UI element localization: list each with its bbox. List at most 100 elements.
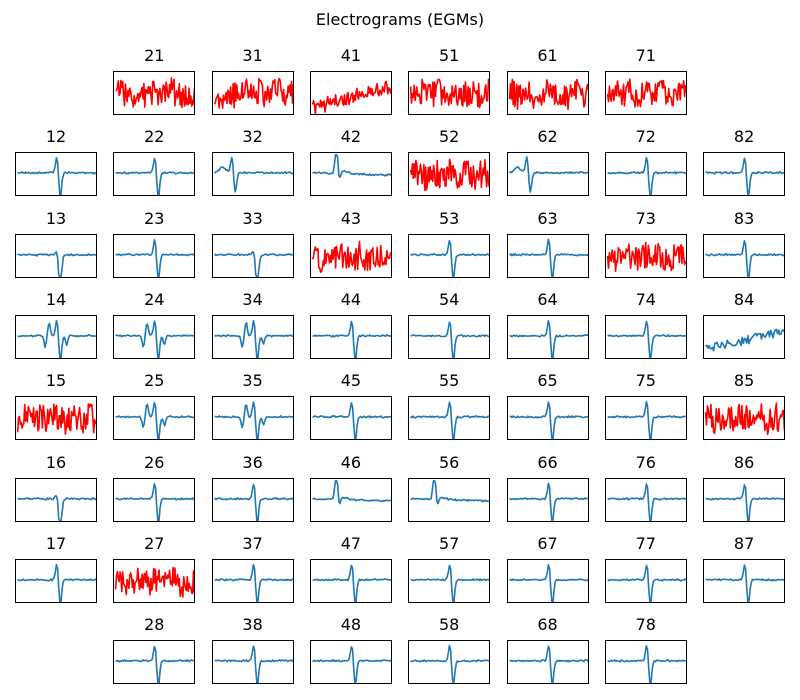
egm-panel-63 xyxy=(506,233,589,278)
egm-plot-77 xyxy=(607,564,686,602)
egm-plot-24 xyxy=(115,320,195,358)
egm-plot-38 xyxy=(214,645,293,684)
panel-label-17: 17 xyxy=(45,533,67,553)
egm-plot-12 xyxy=(17,157,96,196)
egm-panel-14 xyxy=(15,314,97,359)
egm-panel-44 xyxy=(309,314,392,359)
egm-panel-27 xyxy=(113,558,196,603)
egm-panel-38 xyxy=(211,640,294,685)
egm-plot-68 xyxy=(508,645,588,684)
egm-trace-55 xyxy=(410,401,490,440)
egm-plot-22 xyxy=(115,158,195,196)
egm-panel-55 xyxy=(408,396,491,441)
egm-panel-36 xyxy=(211,477,294,522)
egm-plot-23 xyxy=(115,238,195,277)
egm-panel-35 xyxy=(211,396,294,441)
panel-label-62: 62 xyxy=(537,127,558,147)
panel-label-75: 75 xyxy=(635,371,656,391)
egm-trace-77 xyxy=(607,564,686,602)
egm-panel-56 xyxy=(408,477,491,522)
panel-label-83: 83 xyxy=(733,208,755,228)
egm-trace-53 xyxy=(410,239,490,277)
egm-plot-85 xyxy=(704,402,785,436)
egm-panel-84 xyxy=(703,314,786,359)
egm-trace-43 xyxy=(311,240,391,273)
panel-label-41: 41 xyxy=(340,46,362,65)
egm-panel-72 xyxy=(604,152,687,197)
panel-label-78: 78 xyxy=(635,615,656,635)
egm-plot-87 xyxy=(705,564,785,602)
panel-label-26: 26 xyxy=(144,452,165,472)
egm-trace-68 xyxy=(508,645,588,684)
egm-panel-52 xyxy=(408,152,491,197)
egm-panel-85 xyxy=(703,396,786,441)
egm-trace-31 xyxy=(213,77,293,110)
panel-label-22: 22 xyxy=(144,127,165,147)
panel-label-85: 85 xyxy=(733,371,755,391)
panel-label-55: 55 xyxy=(439,371,460,391)
egm-trace-58 xyxy=(410,644,490,684)
egm-trace-25 xyxy=(115,402,195,440)
panel-label-14: 14 xyxy=(45,289,67,309)
egm-plot-73 xyxy=(606,241,686,272)
egm-plot-37 xyxy=(213,563,293,602)
egm-trace-64 xyxy=(508,319,588,358)
egm-panel-47 xyxy=(309,558,392,603)
egm-panel-22 xyxy=(113,152,196,197)
egm-plot-64 xyxy=(508,319,588,358)
egm-plot-55 xyxy=(410,401,490,440)
panel-label-43: 43 xyxy=(340,208,362,228)
egm-trace-75 xyxy=(607,401,686,440)
egm-plot-67 xyxy=(508,563,588,602)
egm-panel-82 xyxy=(703,152,786,197)
panel-label-24: 24 xyxy=(144,289,165,309)
egm-trace-65 xyxy=(508,401,588,440)
egm-panel-37 xyxy=(211,558,294,603)
egm-panel-67 xyxy=(506,558,589,603)
egm-plot-84 xyxy=(705,328,785,352)
egm-plot-28 xyxy=(115,646,195,684)
egm-trace-47 xyxy=(312,564,391,602)
egm-trace-45 xyxy=(312,402,391,440)
egm-plot-17 xyxy=(17,563,96,602)
panel-label-56: 56 xyxy=(439,452,460,472)
egm-plot-36 xyxy=(213,483,293,521)
egm-trace-66 xyxy=(508,482,588,521)
panel-label-23: 23 xyxy=(144,208,165,228)
egm-plot-75 xyxy=(607,401,686,440)
egm-trace-42 xyxy=(312,154,391,179)
egm-trace-38 xyxy=(214,645,293,684)
egm-trace-87 xyxy=(705,564,785,602)
egm-panel-78 xyxy=(604,640,687,685)
panel-label-35: 35 xyxy=(242,371,263,391)
egm-plot-44 xyxy=(312,320,391,358)
panel-label-46: 46 xyxy=(340,452,362,472)
egm-plot-65 xyxy=(508,401,588,440)
egm-trace-57 xyxy=(410,564,490,602)
panel-label-34: 34 xyxy=(242,289,263,309)
egm-panel-76 xyxy=(604,477,687,522)
panel-label-37: 37 xyxy=(242,533,263,553)
egm-panel-61 xyxy=(506,71,589,115)
egm-plot-25 xyxy=(115,402,195,440)
egm-trace-17 xyxy=(17,563,96,602)
panel-label-25: 25 xyxy=(144,371,165,391)
panel-label-45: 45 xyxy=(340,371,362,391)
egm-trace-54 xyxy=(410,321,490,358)
egm-plot-16 xyxy=(17,494,96,521)
panel-label-68: 68 xyxy=(537,615,558,635)
egm-panel-16 xyxy=(15,477,97,522)
egm-plot-32 xyxy=(213,156,293,193)
egm-trace-62 xyxy=(508,156,588,194)
egm-panel-86 xyxy=(703,477,786,522)
egm-trace-21 xyxy=(115,77,195,109)
panel-label-32: 32 xyxy=(242,127,263,147)
egm-plot-46 xyxy=(311,479,391,504)
egm-trace-33 xyxy=(213,250,293,277)
panel-label-66: 66 xyxy=(537,452,558,472)
panel-label-28: 28 xyxy=(144,615,165,635)
egm-plot-66 xyxy=(508,482,588,521)
egm-trace-63 xyxy=(508,238,588,277)
egm-plot-48 xyxy=(311,646,391,684)
egm-plot-54 xyxy=(410,321,490,358)
